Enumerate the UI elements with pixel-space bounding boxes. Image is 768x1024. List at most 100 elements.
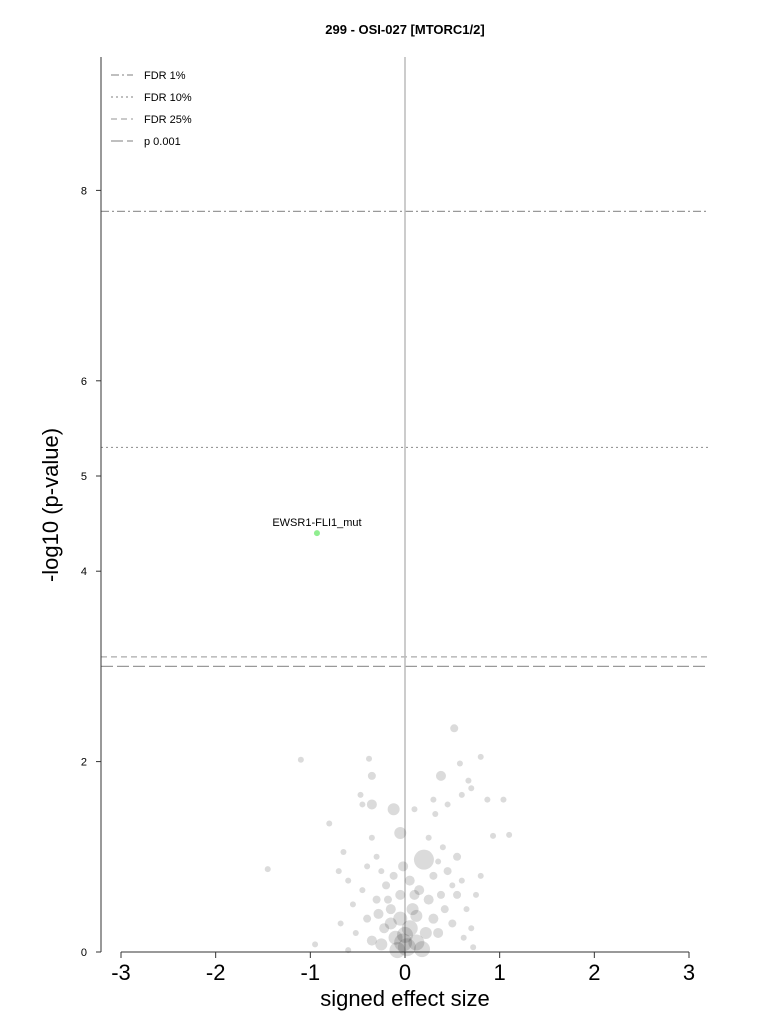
data-point: [428, 913, 439, 924]
x-tick-label: 2: [588, 960, 600, 985]
data-point: [375, 938, 388, 951]
data-point: [443, 867, 452, 876]
y-tick-label: 4: [81, 566, 87, 578]
data-point: [440, 905, 449, 914]
y-tick-label: 5: [81, 471, 87, 483]
data-point: [378, 868, 385, 875]
data-point: [345, 877, 352, 884]
data-point: [449, 882, 456, 889]
data-point: [429, 871, 438, 880]
data-point: [394, 827, 407, 839]
data-point: [456, 760, 463, 767]
y-tick-label: 8: [81, 185, 87, 197]
data-point: [460, 934, 467, 941]
data-point: [453, 852, 462, 861]
data-point: [465, 777, 472, 784]
data-point: [458, 791, 465, 798]
x-tick-label: 1: [494, 960, 506, 985]
data-point: [359, 801, 366, 808]
data-point: [357, 791, 364, 798]
data-point: [349, 901, 356, 908]
data-point: [384, 917, 397, 930]
data-point: [404, 875, 415, 886]
highlighted-point: [313, 530, 320, 537]
data-point: [373, 908, 384, 919]
data-point: [394, 933, 413, 952]
legend-entry: FDR 1%: [144, 70, 186, 82]
data-point: [398, 861, 409, 872]
data-point: [367, 771, 376, 780]
data-point: [368, 834, 375, 841]
data-point: [387, 803, 400, 816]
data-point: [444, 801, 451, 808]
data-point: [423, 894, 434, 905]
data-point: [458, 877, 465, 884]
data-point: [372, 895, 381, 904]
data-point: [430, 796, 437, 803]
data-point: [477, 753, 484, 760]
x-axis-label: signed effect size: [320, 986, 490, 1011]
data-point: [439, 844, 446, 851]
data-point: [395, 889, 406, 900]
data-point: [401, 920, 418, 937]
data-point: [411, 806, 418, 813]
data-point: [463, 906, 470, 913]
point-annotation: EWSR1-FLI1_mut: [272, 517, 361, 529]
data-point: [506, 831, 513, 838]
data-point: [419, 926, 432, 939]
data-point: [297, 756, 304, 763]
data-point: [366, 755, 373, 762]
points-layer: [264, 724, 513, 959]
data-point: [406, 903, 419, 916]
data-point: [409, 889, 420, 900]
data-point: [413, 849, 434, 870]
data-point: [425, 834, 432, 841]
data-point: [448, 919, 457, 928]
y-axis-label: -log10 (p-value): [38, 428, 63, 582]
data-point: [393, 911, 408, 926]
data-point: [468, 785, 475, 792]
data-point: [335, 868, 342, 875]
legend: FDR 1% FDR 10% FDR 25% p 0.001: [111, 70, 192, 148]
data-point: [453, 890, 462, 899]
legend-entry: p 0.001: [144, 136, 181, 148]
data-point: [410, 909, 423, 922]
data-point: [312, 941, 319, 948]
x-tick-label: -3: [111, 960, 131, 985]
data-point: [490, 832, 497, 839]
data-point: [389, 871, 398, 880]
data-point: [359, 887, 366, 894]
data-point: [379, 923, 390, 934]
data-point: [352, 929, 359, 936]
data-point: [477, 872, 484, 879]
data-point: [340, 849, 347, 856]
y-ticks: 0 2 4 5 6 8: [81, 185, 101, 959]
y-tick-label: 2: [81, 757, 87, 769]
data-point: [337, 920, 344, 927]
data-point: [264, 866, 271, 873]
data-point: [473, 891, 479, 898]
y-tick-label: 6: [81, 376, 87, 388]
data-point: [450, 724, 459, 733]
data-point: [500, 796, 507, 803]
data-point: [435, 770, 446, 781]
data-point: [484, 796, 491, 803]
data-point: [373, 853, 380, 860]
data-point: [436, 890, 445, 899]
data-point: [326, 820, 333, 827]
x-ticks: -3 -2 -1 0 1 2 3: [111, 952, 695, 985]
chart-title: 299 - OSI-027 [MTORC1/2]: [325, 22, 484, 37]
legend-entry: FDR 10%: [144, 92, 192, 104]
data-point: [414, 941, 431, 958]
data-point: [414, 885, 425, 896]
legend-entry: FDR 25%: [144, 114, 192, 126]
data-point: [468, 925, 475, 932]
x-tick-label: -2: [206, 960, 226, 985]
data-point: [363, 914, 372, 923]
data-point: [382, 881, 391, 890]
data-point: [433, 927, 444, 938]
data-point: [385, 904, 396, 915]
data-point: [364, 863, 371, 870]
data-point: [397, 926, 413, 943]
